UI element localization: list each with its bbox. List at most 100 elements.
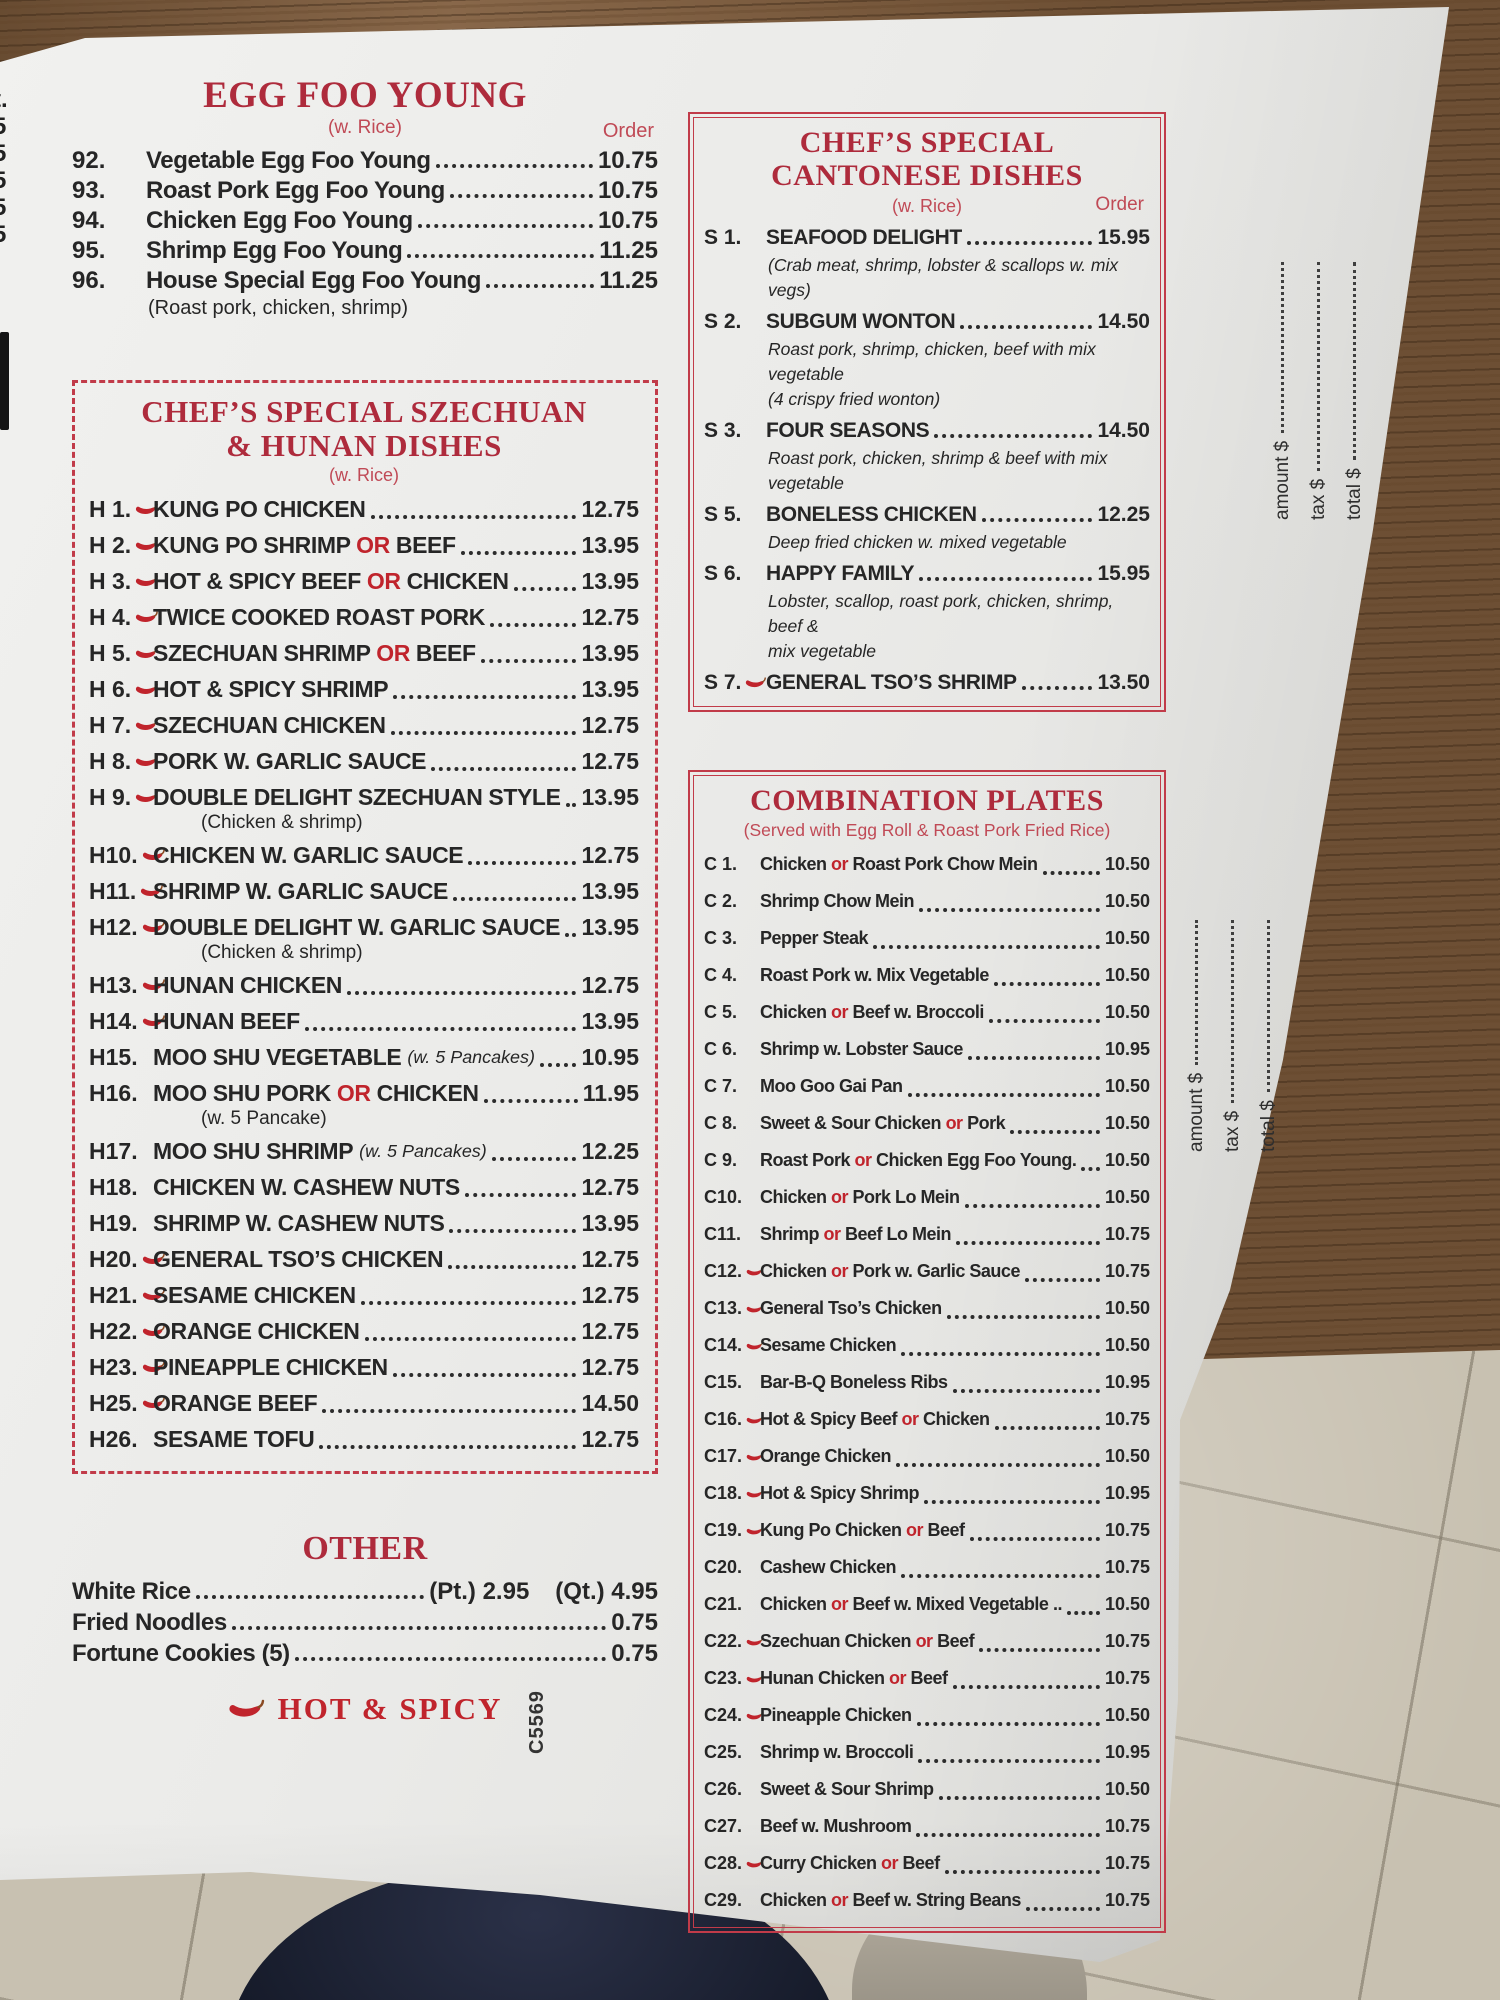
item-number: C 3. (704, 928, 738, 948)
menu-left-column: EGG FOO YOUNG (w. Rice) Order 92. Vegetab… (72, 76, 658, 1727)
section-subtitle: (w. Rice) (328, 117, 402, 138)
item-name: Chicken Egg Foo Young (146, 207, 413, 234)
item-price: 12.75 (581, 496, 639, 522)
hot-pepper-icon (746, 1414, 764, 1425)
item-name: Sweet & Sour Shrimp (760, 1779, 934, 1799)
hot-pepper-icon (140, 884, 164, 898)
order-fill-line: amount $ (1272, 262, 1294, 520)
dotted-line (1195, 920, 1199, 1065)
hot-pepper-icon (142, 1014, 166, 1028)
item-name: GENERAL TSO’S CHICKEN (153, 1246, 444, 1272)
hot-pepper-icon (142, 1324, 166, 1338)
dotted-leader (449, 1229, 577, 1233)
item-price-pint: (Pt.) 2.95 (429, 1578, 530, 1605)
menu-item: H17. MOO SHU SHRIMP (w. 5 Pancakes) 12.25 (89, 1133, 639, 1169)
item-price: 13.95 (581, 878, 639, 904)
item-price: 13.95 (581, 640, 639, 666)
menu-item: C20. Cashew Chicken 10.75 (704, 1549, 1150, 1586)
item-name: SHRIMP W. CASHEW NUTS (153, 1210, 445, 1236)
item-number: H20. (89, 1241, 165, 1277)
item-price: 12.75 (581, 1318, 639, 1344)
item-price: 10.75 (1104, 1631, 1150, 1651)
item-name: SUBGUM WONTON (766, 310, 956, 333)
order-fill-label: total $ (1344, 468, 1365, 520)
item-name: PORK W. GARLIC SAUCE (153, 748, 427, 774)
hot-pepper-icon (135, 718, 159, 732)
section-title-line1: CHEF’S SPECIAL (799, 126, 1055, 159)
item-name: Sesame Chicken (760, 1335, 897, 1355)
menu-item: H13. HUNAN CHICKEN 12.75 (89, 967, 639, 1003)
menu-item: H16. MOO SHU PORK OR CHICKEN 11.95 (89, 1075, 639, 1111)
item-price: 10.50 (1104, 1113, 1150, 1133)
hot-and-spicy-legend: HOT & SPICY (72, 1691, 658, 1727)
dotted-leader (1066, 1611, 1100, 1615)
dotted-leader (944, 1870, 1100, 1874)
menu-item: H 4. TWICE COOKED ROAST PORK 12.75 (89, 599, 639, 635)
item-number: H22. (89, 1313, 165, 1349)
dotted-leader (960, 325, 1093, 329)
item-suffix: (w. 5 Pancakes) (407, 1047, 535, 1067)
item-name: TWICE COOKED ROAST PORK (153, 604, 485, 630)
item-name: Chicken or Beef w. Broccoli (760, 1002, 984, 1022)
item-name: HUNAN BEEF (153, 1008, 300, 1034)
item-number: C 5. (704, 1002, 738, 1022)
item-price: 10.50 (1104, 1779, 1150, 1799)
menu-item: 92. Vegetable Egg Foo Young 10.75 (72, 146, 658, 176)
item-name: Pineapple Chicken (760, 1705, 912, 1725)
item-name: Chicken or Beef w. Mixed Vegetable .. (760, 1594, 1062, 1614)
hot-pepper-icon (142, 1360, 166, 1374)
item-number: H 8. (89, 743, 159, 779)
dotted-leader (1025, 1907, 1100, 1911)
combination-items: C 1. Chicken or Roast Pork Chow Mein 10.50… (704, 846, 1150, 1919)
menu-item: C 9. Roast Pork or Chicken Egg Foo Young.… (704, 1142, 1150, 1179)
dotted-leader (231, 1626, 607, 1630)
dotted-line (1267, 920, 1271, 1093)
item-name: Orange Chicken (760, 1446, 892, 1466)
menu-item: C26. Sweet & Sour Shrimp 10.50 (704, 1771, 1150, 1808)
item-name: ORANGE BEEF (153, 1390, 318, 1416)
item-number: C27. (704, 1816, 743, 1836)
item-price: 13.95 (581, 1210, 639, 1236)
menu-item: C28. Curry Chicken or Beef 10.75 (704, 1845, 1150, 1882)
item-price: 13.50 (1097, 671, 1150, 694)
dotted-leader (919, 908, 1100, 912)
item-name: White Rice (72, 1578, 191, 1605)
section-title: EGG FOO YOUNG (203, 75, 527, 116)
item-name: KUNG PO SHRIMP OR BEEF (153, 532, 456, 558)
dotted-leader (901, 1574, 1100, 1578)
dotted-line (1353, 262, 1357, 461)
dotted-leader (294, 1657, 607, 1661)
menu-item: C12. Chicken or Pork w. Garlic Sauce 10.75 (704, 1253, 1150, 1290)
menu-item: H15. MOO SHU VEGETABLE (w. 5 Pancakes) 10.9… (89, 1039, 639, 1075)
order-column-label: Order (602, 120, 654, 142)
item-number: C 7. (704, 1076, 738, 1096)
section-combination-plates: COMBINATION PLATES (Served with Egg Roll… (688, 770, 1166, 1933)
menu-item: 93. Roast Pork Egg Foo Young 10.75 (72, 176, 658, 206)
item-price: 10.50 (1104, 1446, 1150, 1466)
item-number: C 9. (704, 1150, 738, 1170)
hot-pepper-icon (142, 1288, 166, 1302)
item-name: Roast Pork w. Mix Vegetable (760, 965, 989, 985)
item-name: Fortune Cookies (5) (72, 1640, 290, 1667)
section-title-line2: & HUNAN DISHES (226, 428, 502, 463)
hot-pepper-icon (746, 1488, 764, 1499)
item-price: 13.95 (581, 914, 639, 940)
item-number: H16. (89, 1080, 138, 1106)
menu-item: C 8. Sweet & Sour Chicken or Pork 10.50 (704, 1105, 1150, 1142)
dotted-leader (491, 1157, 577, 1161)
menu-item: C16. Hot & Spicy Beef or Chicken 10.75 (704, 1401, 1150, 1438)
dotted-leader (946, 1315, 1100, 1319)
menu-item: C23. Hunan Chicken or Beef 10.75 (704, 1660, 1150, 1697)
dotted-leader (979, 1648, 1100, 1652)
order-fill-label: amount $ (1272, 440, 1293, 520)
dotted-leader (407, 254, 595, 258)
szechuan-hunan-items: H 1. KUNG PO CHICKEN 12.75 H 2. KUNG PO SHRI… (89, 491, 639, 1457)
item-number: C17. (704, 1438, 764, 1475)
item-number: C12. (704, 1253, 764, 1290)
hot-pepper-icon (135, 790, 159, 804)
item-number: C16. (704, 1401, 764, 1438)
section-title-line2: CANTONESE DISHES (771, 159, 1083, 192)
dotted-leader (1024, 1278, 1100, 1282)
dotted-leader (919, 577, 1093, 581)
dotted-leader (364, 1337, 577, 1341)
